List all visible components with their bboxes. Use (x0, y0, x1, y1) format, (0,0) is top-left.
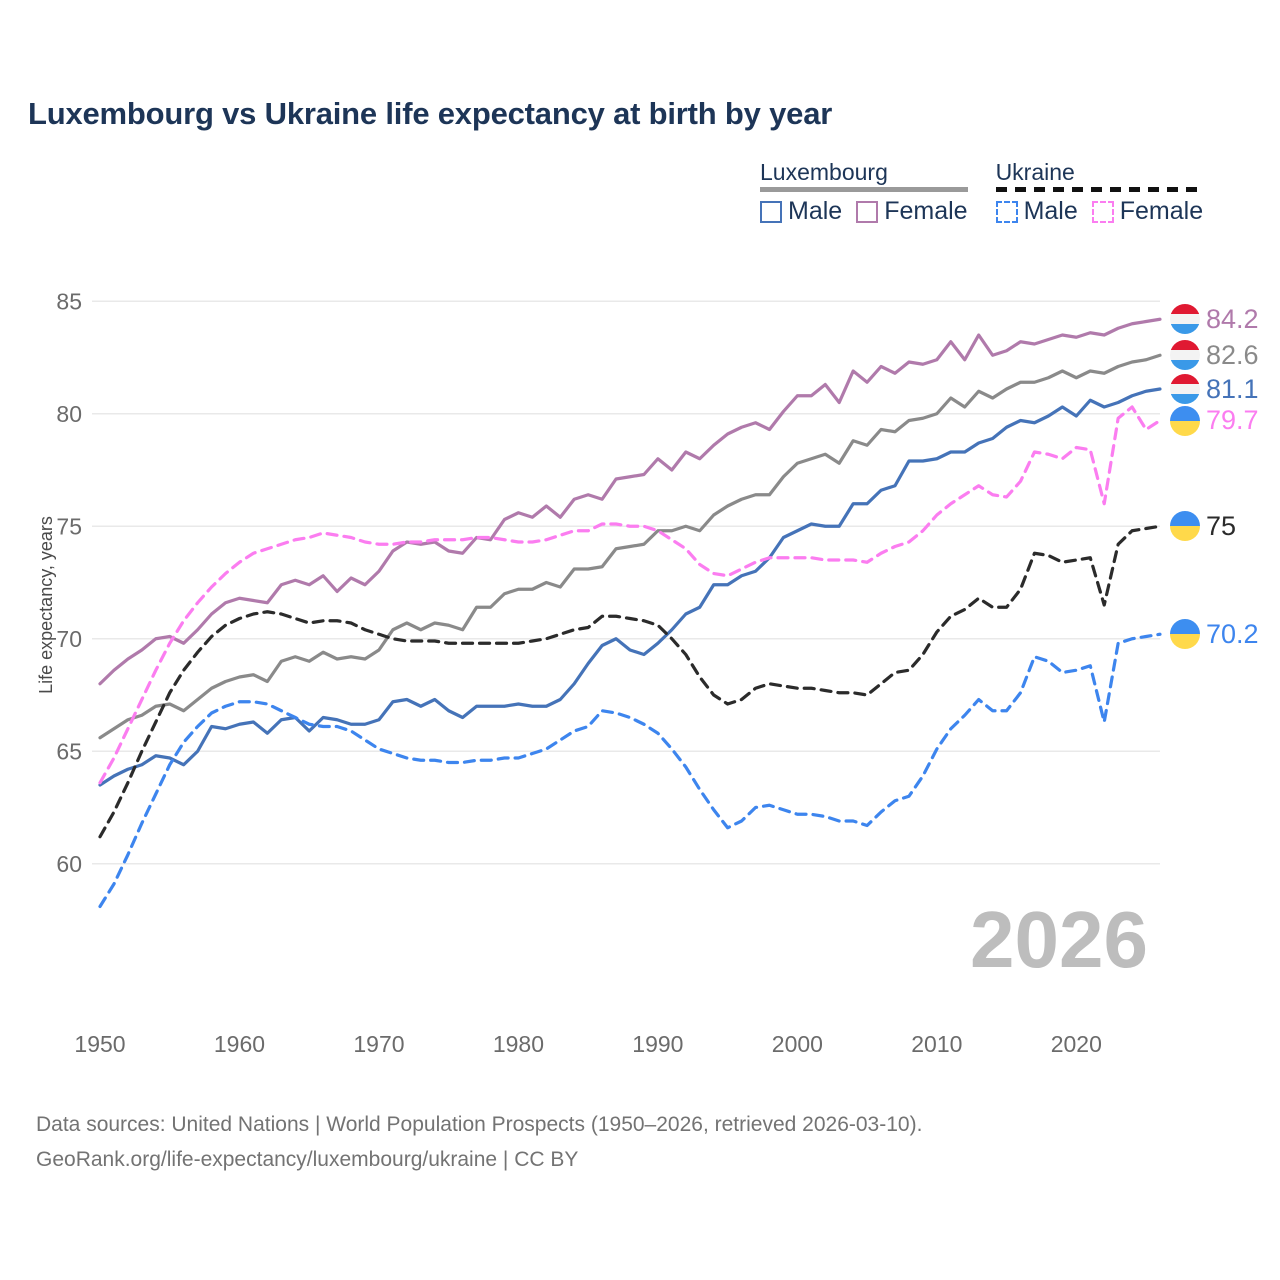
series-line-luxembourg-male (98, 387, 1162, 787)
ukraine-flag-icon (1170, 619, 1200, 650)
series-line-luxembourg-female (98, 317, 1162, 686)
x-axis-tick-label: 2010 (911, 1031, 962, 1057)
square-swatch-icon (856, 200, 879, 223)
series-line-ukraine-male (98, 632, 1162, 909)
x-axis-tick-label: 1990 (632, 1031, 683, 1057)
legend-item-luxembourg-male[interactable]: Male (760, 199, 842, 224)
x-axis-tick-label: 1950 (74, 1031, 125, 1057)
end-label-value: 84.2 (1206, 303, 1259, 334)
x-axis-tick-label: 2020 (1051, 1031, 1102, 1057)
legend-rule-solid (760, 187, 968, 193)
end-label-value: 70.2 (1206, 618, 1259, 649)
y-axis-tick-label: 65 (56, 738, 82, 764)
end-label-value: 81.1 (1206, 373, 1259, 404)
x-axis-tick-label: 1960 (214, 1031, 265, 1057)
legend-group-luxembourg: Luxembourg Male Female (760, 160, 968, 224)
end-label-luxembourg-total: 82.6 (1170, 339, 1259, 371)
y-axis-tick-label: 60 (56, 851, 82, 877)
end-label-luxembourg-male: 81.1 (1170, 374, 1259, 404)
legend-item-label: Female (1119, 197, 1204, 226)
end-label-ukraine-male: 70.2 (1170, 618, 1259, 650)
y-axis-title: Life expectancy, years (36, 516, 56, 694)
end-label-ukraine-female: 79.7 (1170, 405, 1259, 436)
legend-group-label: Luxembourg (760, 159, 888, 185)
luxembourg-flag-icon (1170, 304, 1200, 335)
footer-line-2: GeoRank.org/life-expectancy/luxembourg/u… (36, 1147, 579, 1171)
luxembourg-flag-icon (1170, 340, 1200, 371)
square-swatch-icon (995, 200, 1018, 223)
legend-item-label: Male (788, 197, 843, 226)
x-axis-tick-label: 1970 (353, 1031, 404, 1057)
chart-legend: Luxembourg Male Female Ukraine Male (760, 159, 1204, 226)
page-title: Luxembourg vs Ukraine life expectancy at… (28, 96, 833, 131)
legend-item-ukraine-male[interactable]: Male (995, 197, 1078, 226)
series-line-luxembourg-total (98, 353, 1162, 740)
legend-item-luxembourg-female[interactable]: Female (856, 197, 968, 226)
series-line-ukraine-total (98, 524, 1162, 839)
y-axis-tick-label: 85 (56, 288, 82, 314)
end-label-luxembourg-female: 84.2 (1170, 303, 1259, 335)
series-line-ukraine-female (98, 405, 1162, 785)
legend-item-label: Female (884, 197, 968, 226)
footer-attribution: Data sources: United Nations | World Pop… (36, 1108, 922, 1177)
footer-line-1: Data sources: United Nations | World Pop… (36, 1113, 923, 1136)
end-label-value: 79.7 (1206, 405, 1259, 435)
ukraine-flag-icon (1170, 511, 1200, 542)
legend-item-ukraine-female[interactable]: Female (1091, 197, 1204, 226)
x-axis-tick-label: 1980 (493, 1031, 544, 1057)
end-label-value: 75 (1206, 510, 1237, 541)
legend-item-label: Male (1023, 197, 1078, 226)
legend-group-ukraine: Ukraine Male Female (995, 159, 1204, 226)
square-swatch-icon (760, 200, 782, 223)
legend-group-label: Ukraine (995, 159, 1075, 185)
ukraine-flag-icon (1170, 405, 1200, 436)
y-axis-tick-label: 80 (56, 401, 82, 427)
x-axis-tick-label: 2000 (772, 1031, 823, 1057)
y-axis-tick-label: 75 (56, 513, 82, 539)
square-swatch-icon (1091, 200, 1114, 223)
year-watermark: 2026 (970, 895, 1148, 984)
end-label-value: 82.6 (1206, 339, 1259, 370)
legend-rule-dashed (995, 187, 1204, 193)
y-axis-tick-label: 70 (56, 626, 82, 652)
luxembourg-flag-icon (1170, 374, 1200, 404)
end-label-ukraine-total: 75 (1170, 510, 1237, 542)
